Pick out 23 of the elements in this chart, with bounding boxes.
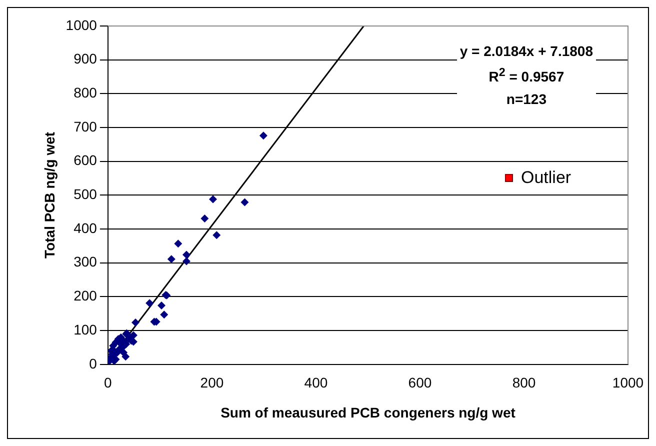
- x-tick-label: 1000: [612, 374, 644, 391]
- annotation: y = 2.0184x + 7.1808: [460, 42, 593, 61]
- y-tick-label: 600: [74, 152, 98, 168]
- x-tick-label: 200: [200, 374, 224, 391]
- y-tick-label: 100: [74, 321, 98, 338]
- y-tick-label: 700: [74, 118, 98, 134]
- x-axis-title: Sum of meausured PCB congeners ng/g wet: [220, 404, 516, 420]
- x-tick-label: 600: [408, 374, 432, 391]
- annotation: R$^{2}$ = 0.9567: [488, 65, 566, 87]
- y-tick-label: 0: [89, 355, 98, 372]
- x-tick-label: 400: [304, 374, 328, 391]
- x-tick-label: 0: [104, 374, 112, 391]
- y-tick-label: 200: [74, 288, 98, 304]
- x-tick-label: 800: [512, 374, 536, 391]
- y-tick-label: 800: [74, 84, 98, 101]
- y-tick-label: 900: [74, 50, 98, 67]
- y-axis-title: Total PCB ng/g wet: [41, 132, 58, 258]
- legend-label: Outlier: [521, 168, 572, 188]
- y-tick-label: 1000: [66, 16, 98, 33]
- annotation: n=123: [505, 90, 548, 109]
- y-tick-label: 400: [74, 220, 98, 236]
- y-tick-label: 500: [74, 186, 98, 202]
- y-tick-label: 300: [74, 254, 98, 270]
